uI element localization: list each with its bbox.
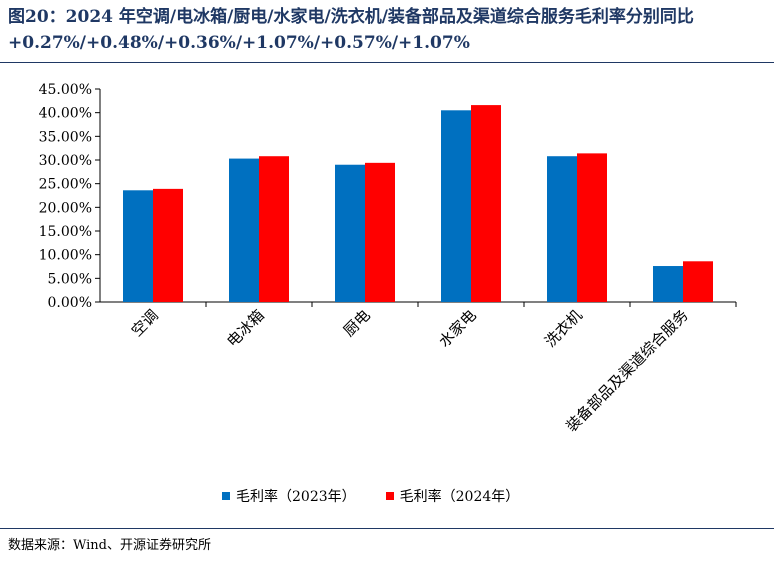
bar-2023 <box>123 190 153 302</box>
bar-2024 <box>683 261 713 302</box>
y-tick-label: 35.00% <box>39 129 92 145</box>
bar-2024 <box>471 105 501 303</box>
y-tick-label: 40.00% <box>39 106 92 122</box>
y-tick-label: 30.00% <box>39 153 92 169</box>
source-note: 数据来源：Wind、开源证券研究所 <box>8 538 211 553</box>
bar-2024 <box>259 156 289 302</box>
x-category-label: 厨电 <box>340 306 374 340</box>
bar-2024 <box>153 188 183 302</box>
chart-title: 图20：2024 年空调/电冰箱/厨电/水家电/洗衣机/装备部品及渠道综合服务毛… <box>8 7 694 53</box>
bar-2023 <box>653 266 683 302</box>
y-tick-label: 15.00% <box>39 224 92 240</box>
title-divider <box>0 62 774 63</box>
legend-label-2023: 毛利率（2023年） <box>236 489 356 505</box>
bar-2023 <box>441 110 471 302</box>
y-tick-label: 25.00% <box>39 177 92 193</box>
y-tick-label: 20.00% <box>39 200 92 216</box>
x-category-label: 装备部品及渠道综合服务 <box>562 306 691 435</box>
y-tick-label: 0.00% <box>48 295 92 311</box>
bar-2024 <box>365 162 395 302</box>
y-tick-label: 5.00% <box>48 271 92 287</box>
legend-swatch-2023 <box>222 492 230 500</box>
x-category-label: 水家电 <box>435 306 480 351</box>
bar-2023 <box>335 164 365 302</box>
y-tick-label: 45.00% <box>39 82 92 98</box>
legend-item-2024: 毛利率（2024年） <box>385 486 520 506</box>
x-category-label: 洗衣机 <box>541 306 586 351</box>
legend-label-2024: 毛利率（2024年） <box>399 489 520 505</box>
x-category-label: 电冰箱 <box>223 306 268 351</box>
bar-2023 <box>547 156 577 302</box>
legend-swatch-2024 <box>385 492 394 500</box>
x-category-label: 空调 <box>128 306 162 340</box>
legend: 毛利率（2023年） 毛利率（2024年） <box>222 486 519 506</box>
bar-2023 <box>229 158 259 302</box>
legend-item-2023: 毛利率（2023年） <box>222 486 356 506</box>
footer-divider <box>0 528 774 529</box>
y-tick-label: 10.00% <box>39 248 92 264</box>
bar-2024 <box>577 153 607 302</box>
